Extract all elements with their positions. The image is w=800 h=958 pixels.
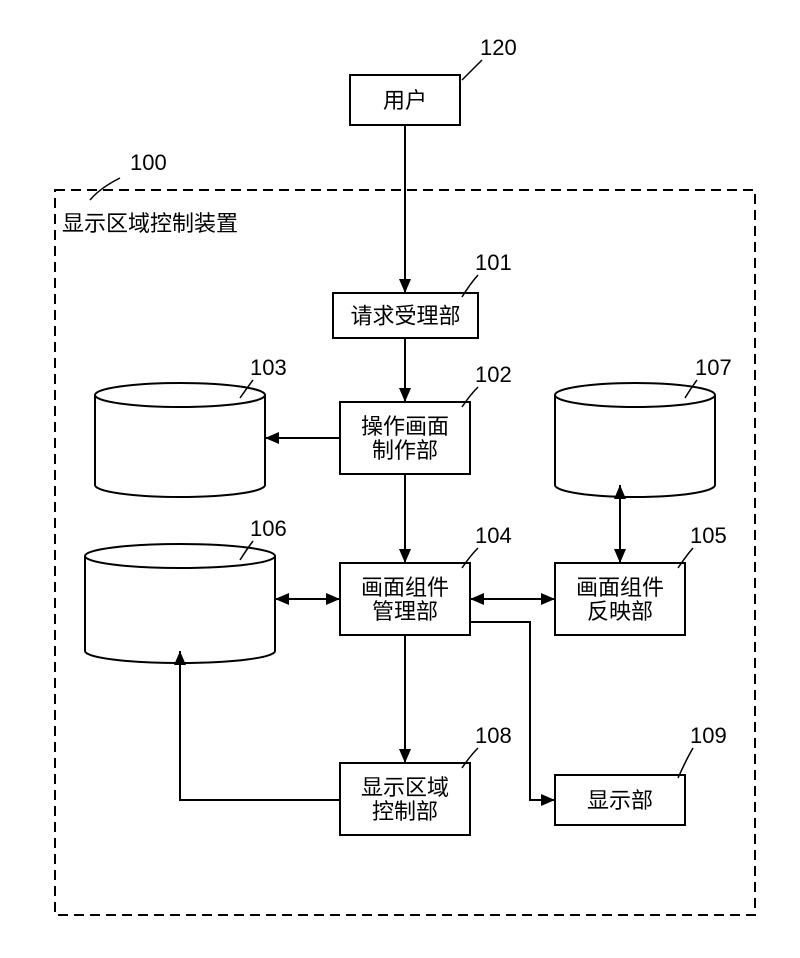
node-label: 用户 <box>383 88 427 113</box>
container-label: 显示区域控制装置 <box>62 211 238 236</box>
node-108: 显示区域控制部 <box>340 763 470 835</box>
node-number: 120 <box>480 35 517 60</box>
diagram-canvas: 显示区域控制装置100用户120请求受理部101操作画面制作部102开始数据ID… <box>0 0 800 958</box>
node-number: 107 <box>695 355 732 380</box>
node-105: 画面组件反映部 <box>555 563 685 635</box>
node-number: 103 <box>250 355 287 380</box>
node-label-line: 制作部 <box>372 438 438 463</box>
container-number: 100 <box>130 150 167 175</box>
node-102: 操作画面制作部 <box>340 402 470 474</box>
node-number: 102 <box>475 362 512 387</box>
node-109: 显示部 <box>555 775 685 825</box>
node-label-line: 反映部 <box>587 599 653 624</box>
node-number: 105 <box>690 523 727 548</box>
node-number: 104 <box>475 523 512 548</box>
node-101: 请求受理部 <box>333 293 478 338</box>
node-label-line: 管理部 <box>372 599 438 624</box>
node-number: 109 <box>690 723 727 748</box>
node-label-line: 操作画面 <box>361 414 449 439</box>
node-label-line: 画面组件 <box>576 575 664 600</box>
node-number: 106 <box>250 516 287 541</box>
node-120: 用户 <box>350 75 460 125</box>
node-104: 画面组件管理部 <box>340 563 470 635</box>
node-label-line: 显示区域 <box>361 775 449 800</box>
edge-104-109 <box>470 622 555 800</box>
edge-108-106 <box>180 651 340 800</box>
node-label: 请求受理部 <box>350 303 460 328</box>
node-label-line: 画面组件 <box>361 575 449 600</box>
node-label: 显示部 <box>587 788 653 813</box>
node-label-line: 控制部 <box>372 799 438 824</box>
node-number: 101 <box>475 250 512 275</box>
node-number: 108 <box>475 723 512 748</box>
